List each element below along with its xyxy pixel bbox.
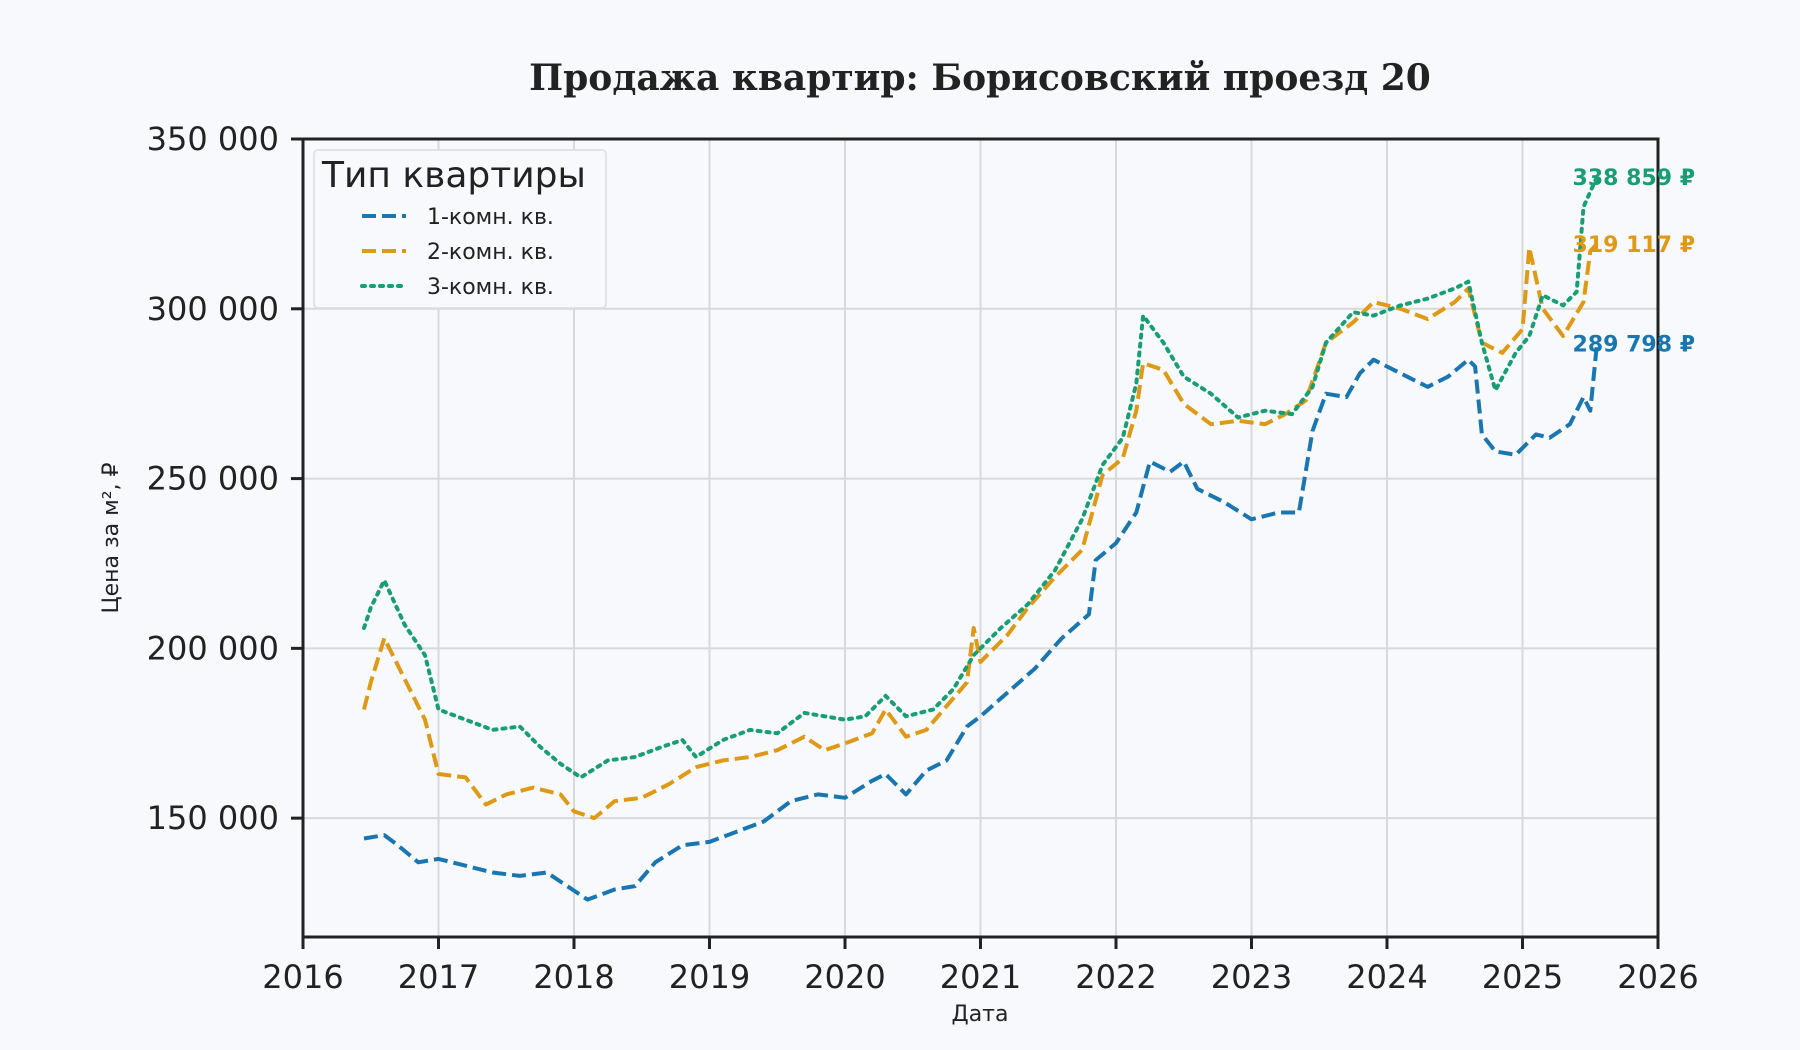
- x-tick-label: 2020: [804, 958, 885, 996]
- x-tick-label: 2017: [398, 958, 479, 996]
- y-tick-label: 300 000: [147, 290, 279, 328]
- series-2-legend-label: 2-комн. кв.: [427, 240, 554, 265]
- series-1-end-label: 289 798 ₽: [1573, 332, 1695, 357]
- series-3-line: [362, 174, 1599, 780]
- legend-entries: 1-комн. кв. 2-комн. кв. 3-комн. кв.: [360, 205, 554, 300]
- series-1-line: [363, 343, 1599, 902]
- legend-box: [313, 149, 607, 309]
- series-1-legend-label: 1-комн. кв.: [427, 205, 554, 230]
- x-axis-label: Дата: [952, 1002, 1009, 1027]
- x-tick-label: 2021: [940, 958, 1021, 996]
- legend-title: Тип квартиры: [321, 155, 586, 196]
- chart-title: Продажа квартир: Борисовский проезд 20: [529, 57, 1431, 99]
- x-tick-label: 2023: [1211, 958, 1292, 996]
- y-tick-label: 150 000: [147, 799, 279, 837]
- y-axis-label: Цена за м², ₽: [99, 462, 124, 613]
- x-tick-label: 2025: [1482, 958, 1563, 996]
- x-tick-label: 2026: [1617, 958, 1698, 996]
- series-2-end-label: 319 117 ₽: [1573, 233, 1695, 258]
- series-lines: [362, 174, 1599, 902]
- x-tick-label: 2024: [1346, 958, 1427, 996]
- series-3-legend-label: 3-комн. кв.: [427, 275, 554, 300]
- x-tick-label: 2018: [533, 958, 614, 996]
- x-tick-label: 2019: [669, 958, 750, 996]
- end-labels: 289 798 ₽ 319 117 ₽ 338 859 ₽: [1573, 166, 1695, 358]
- axis-ticks: 2016 2017 2018 2019 2020 2021 2022 2023 2024 2025…: [147, 120, 1699, 996]
- legend: Тип квартиры 1-комн. кв. 2-комн. кв. 3-ком…: [313, 149, 607, 309]
- x-tick-label: 2016: [262, 958, 343, 996]
- y-tick-label: 350 000: [147, 120, 279, 158]
- y-tick-label: 200 000: [147, 629, 279, 667]
- series-2-line: [362, 242, 1599, 821]
- y-tick-label: 250 000: [147, 460, 279, 498]
- series-3-end-label: 338 859 ₽: [1573, 166, 1695, 191]
- x-tick-label: 2022: [1075, 958, 1156, 996]
